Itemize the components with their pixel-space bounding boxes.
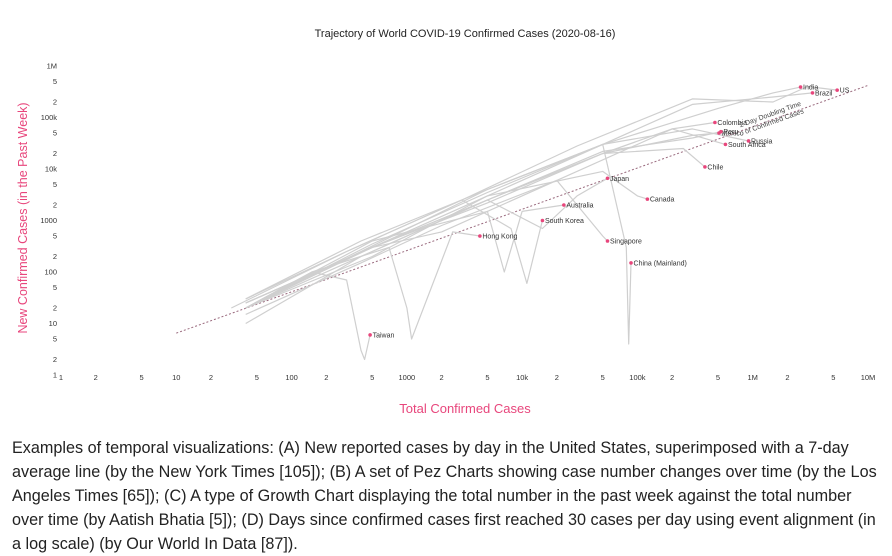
x-tick-label: 5 [255, 373, 259, 382]
y-tick-label: 2 [53, 303, 57, 312]
x-tick-label: 2 [439, 373, 443, 382]
series-line-japan [245, 177, 608, 325]
x-tick-label: 2 [324, 373, 328, 382]
label-singapore: Singapore [610, 238, 642, 245]
y-tick-label: 100k [41, 113, 58, 122]
x-tick-label: 2 [555, 373, 559, 382]
label-india: India [803, 85, 818, 92]
x-tick-label: 5 [370, 373, 374, 382]
series-line-russia [245, 128, 749, 309]
y-tick-label: 2 [53, 252, 57, 261]
marker-singapore [605, 239, 610, 243]
y-axis-ticks: 1 2 5 10 2 5 100 2 5 1000 2 5 10k 2 5 100k 2 5 1M [40, 62, 57, 380]
marker-japan [605, 176, 610, 181]
label-mexico: Mexico [722, 131, 744, 138]
marker-us [835, 88, 839, 92]
series-line-chile [245, 147, 706, 309]
y-tick-label: 5 [53, 232, 57, 241]
y-tick-label: 2 [53, 355, 57, 364]
x-tick-label: 1 [59, 373, 63, 382]
marker-india [798, 85, 803, 89]
label-brazil: Brazil [815, 90, 833, 97]
y-tick-label: 5 [53, 283, 57, 292]
x-tick-label: 100 [285, 373, 298, 382]
y-tick-label: 5 [53, 77, 57, 86]
y-tick-label: 10 [49, 319, 57, 328]
growth-chart: Trajectory of World COVID-19 Confirmed C… [16, 28, 875, 416]
label-china-mainland: China (Mainland) [634, 260, 687, 267]
series-line-singapore [245, 179, 608, 315]
y-tick-label: 5 [53, 129, 57, 138]
label-taiwan: Taiwan [373, 332, 395, 339]
marker-australia [562, 203, 566, 207]
y-axis-label: New Confirmed Cases (in the Past Week) [16, 102, 30, 333]
y-tick-label: 1M [47, 62, 57, 71]
y-tick-label: 10k [45, 165, 57, 174]
x-tick-label: 2 [785, 373, 789, 382]
marker-brazil [810, 91, 815, 95]
series-line-peru [245, 131, 722, 304]
series-line-taiwan [245, 271, 371, 361]
x-tick-label: 2 [94, 373, 98, 382]
marker-chile [703, 165, 707, 169]
marker-south-africa [723, 142, 728, 147]
x-tick-label: 5 [139, 373, 143, 382]
chart-title: Trajectory of World COVID-19 Confirmed C… [315, 28, 616, 40]
y-tick-label: 1000 [40, 216, 57, 225]
label-south-africa: South Africa [728, 142, 766, 149]
series-line-canada [245, 170, 648, 309]
marker-peru [719, 129, 723, 134]
x-axis-ticks: 1 2 5 10 2 5 100 2 5 1000 2 5 10k 2 5 100k 2 5 1M 2 5 10M [59, 373, 875, 382]
label-russia: Russia [751, 138, 773, 145]
x-tick-label: 5 [601, 373, 605, 382]
x-tick-label: 2 [670, 373, 674, 382]
label-south-korea: South Korea [545, 218, 584, 225]
y-tick-label: 100 [44, 268, 57, 277]
series-line-south-korea [231, 199, 543, 309]
x-tick-label: 10M [861, 373, 876, 382]
label-us: US [840, 88, 850, 95]
x-tick-label: 5 [485, 373, 489, 382]
x-tick-label: 100k [629, 373, 646, 382]
x-tick-label: 1000 [399, 373, 416, 382]
marker-russia [746, 139, 751, 143]
marker-canada [645, 197, 650, 201]
marker-china-mainland [629, 261, 633, 265]
marker-hong-kong [478, 234, 482, 238]
x-tick-label: 10 [172, 373, 180, 382]
country-markers: USBrazilIndiaColombiaMexicoPeruRussiaSou… [368, 85, 850, 339]
marker-south-korea [540, 218, 545, 223]
x-tick-label: 2 [209, 373, 213, 382]
x-axis-label: Total Confirmed Cases [399, 401, 531, 416]
series-line-south-africa [245, 128, 726, 304]
x-tick-label: 10k [516, 373, 528, 382]
y-tick-label: 2 [53, 200, 57, 209]
country-trajectories [231, 85, 838, 361]
figure-caption: Examples of temporal visualizations: (A)… [12, 439, 877, 553]
label-colombia: Colombia [717, 120, 747, 127]
y-tick-label: 2 [53, 97, 57, 106]
marker-taiwan [368, 333, 372, 337]
label-chile: Chile [707, 164, 723, 171]
label-peru: Peru [723, 129, 738, 136]
y-tick-label: 5 [53, 180, 57, 189]
series-line-mexico [245, 132, 720, 304]
series-line-china-mainland [245, 143, 632, 345]
doubling-reference-line [176, 84, 869, 334]
x-tick-label: 5 [831, 373, 835, 382]
y-tick-label: 1 [53, 371, 57, 380]
label-australia: Australia [566, 202, 593, 209]
label-hong-kong: Hong Kong [482, 234, 517, 241]
y-tick-label: 2 [53, 149, 57, 158]
marker-colombia [713, 120, 717, 125]
x-tick-label: 1M [748, 373, 758, 382]
series-line-hong-kong [245, 231, 480, 340]
series-line-australia [245, 204, 564, 309]
label-canada: Canada [650, 197, 675, 204]
label-japan: Japan [610, 176, 629, 183]
x-tick-label: 5 [716, 373, 720, 382]
y-tick-label: 5 [53, 335, 57, 344]
